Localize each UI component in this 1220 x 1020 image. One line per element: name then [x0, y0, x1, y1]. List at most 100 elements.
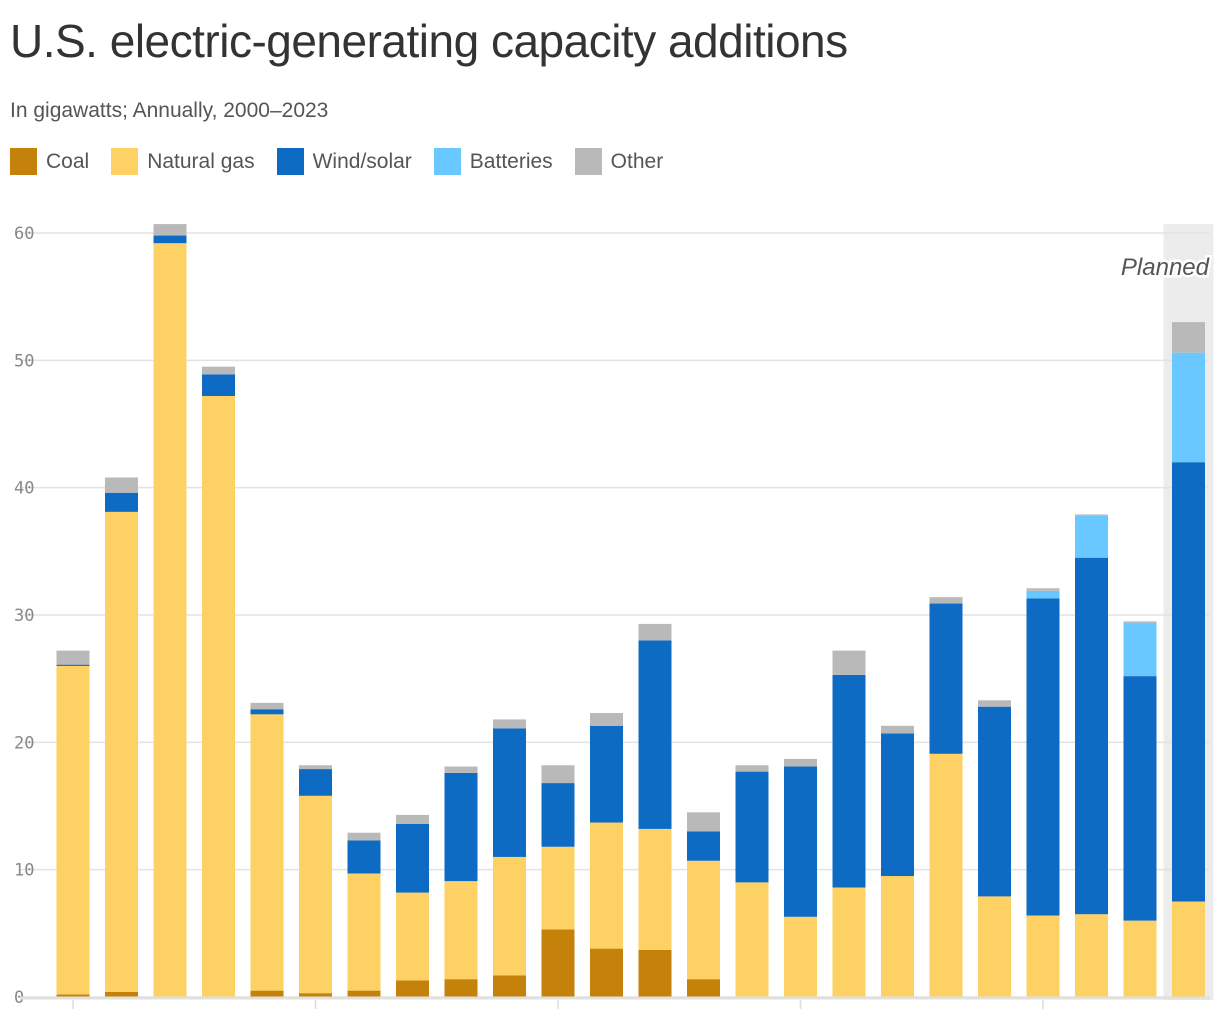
- bar-segment-natural-gas-2015: [784, 916, 817, 997]
- bar-segment-wind-solar-2005: [299, 769, 332, 796]
- bar-segment-other-2003: [202, 366, 235, 375]
- bar-segment-other-2009: [493, 719, 526, 729]
- y-tick-label: 20: [14, 733, 34, 753]
- y-tick-label: 10: [14, 861, 34, 881]
- bar-segment-wind-solar-2015: [784, 766, 817, 917]
- bar-segment-wind-solar-2010: [541, 783, 575, 847]
- bar-segment-batteries-2022: [1123, 622, 1157, 677]
- bar-segment-natural-gas-2023: [1172, 901, 1205, 997]
- bar-segment-natural-gas-2009: [493, 856, 526, 976]
- bar-segment-wind-solar-2011: [590, 725, 623, 823]
- bar-segment-natural-gas-2013: [687, 860, 720, 980]
- bar-segment-wind-solar-2016: [832, 674, 866, 888]
- legend-item: Natural gas: [111, 148, 255, 175]
- bar-segment-other-2006: [347, 832, 381, 841]
- bar-segment-natural-gas-2001: [105, 511, 138, 992]
- bar-segment-natural-gas-2020: [1026, 915, 1060, 997]
- legend-label: Other: [610, 149, 664, 173]
- bar-segment-wind-solar-2007: [396, 823, 429, 893]
- chart-title: U.S. electric-generating capacity additi…: [10, 15, 848, 67]
- bar-segment-natural-gas-2003: [202, 395, 235, 997]
- legend-item: Wind/solar: [276, 148, 412, 175]
- bar-segment-other-2004: [250, 702, 284, 710]
- bar-segment-coal-2009: [493, 975, 526, 997]
- bar-segment-coal-2011: [590, 948, 623, 997]
- bar-segment-wind-solar-2012: [638, 640, 672, 829]
- y-tick-label: 50: [14, 351, 34, 371]
- bar-segment-wind-solar-2004: [250, 709, 284, 715]
- bar-segment-other-2000: [56, 650, 90, 665]
- bar-segment-wind-solar-2001: [105, 492, 138, 512]
- bar-segment-coal-2008: [444, 979, 478, 997]
- bar-segment-other-2017: [881, 725, 914, 734]
- bar-segment-wind-solar-2000: [56, 664, 90, 666]
- legend-item: Batteries: [433, 148, 553, 175]
- bar-segment-other-2010: [541, 765, 575, 784]
- bar-segment-other-2005: [299, 765, 332, 770]
- bar-segment-other-2021: [1075, 514, 1108, 516]
- legend-swatch: [276, 148, 304, 175]
- legend-label: Wind/solar: [312, 149, 412, 173]
- bar-segment-wind-solar-2013: [687, 831, 720, 861]
- bar-segment-coal-2013: [687, 979, 720, 997]
- bar-segment-wind-solar-2019: [978, 706, 1011, 897]
- bar-segment-coal-2004: [250, 990, 284, 997]
- bar-segment-wind-solar-2020: [1026, 598, 1060, 916]
- y-tick-label: 40: [14, 479, 34, 499]
- bar-segment-natural-gas-2022: [1123, 920, 1157, 997]
- bar-segment-coal-2007: [396, 980, 429, 997]
- bar-segment-batteries-2020: [1026, 590, 1060, 599]
- legend-label: Batteries: [469, 149, 553, 173]
- bar-segment-natural-gas-2002: [153, 243, 187, 998]
- bar-segment-coal-2006: [347, 990, 381, 997]
- bar-segment-wind-solar-2006: [347, 840, 381, 874]
- bar-segment-other-2007: [396, 814, 429, 824]
- bar-segment-batteries-2023: [1172, 352, 1205, 463]
- bar-segment-natural-gas-2000: [56, 665, 90, 995]
- legend: Coal Natural gas Wind/solar Batteries Other: [10, 148, 685, 175]
- planned-annotation: Planned: [1121, 254, 1210, 281]
- bar-segment-coal-2000: [56, 994, 90, 997]
- legend-item: Coal: [10, 148, 89, 175]
- bar-segment-coal-2010: [541, 929, 575, 997]
- bar-segment-other-2015: [784, 758, 817, 767]
- bar-segment-natural-gas-2012: [638, 828, 672, 950]
- bar-segment-wind-solar-2009: [493, 728, 526, 857]
- bar-segment-natural-gas-2010: [541, 846, 575, 930]
- legend-label: Natural gas: [147, 149, 255, 173]
- legend-label: Coal: [46, 149, 90, 173]
- bar-segment-other-2022: [1123, 621, 1157, 623]
- bar-segment-other-2016: [832, 650, 866, 675]
- legend-swatch: [574, 148, 602, 175]
- bar-segment-wind-solar-2014: [735, 771, 769, 883]
- bar-segment-natural-gas-2016: [832, 887, 866, 997]
- bar-segment-other-2012: [638, 623, 672, 641]
- bar-segment-wind-solar-2021: [1075, 557, 1108, 915]
- bar-segment-natural-gas-2007: [396, 892, 429, 981]
- y-tick-label: 0: [14, 988, 24, 1008]
- legend-swatch: [111, 148, 139, 175]
- bar-segment-coal-2012: [638, 949, 672, 997]
- bar-segment-wind-solar-2018: [929, 603, 963, 754]
- bar-segment-batteries-2021: [1075, 515, 1108, 558]
- bar-segment-wind-solar-2023: [1172, 462, 1205, 902]
- y-tick-label: 60: [14, 224, 34, 244]
- legend-item: Other: [574, 148, 664, 175]
- bar-segment-wind-solar-2017: [881, 733, 914, 877]
- bar-segment-wind-solar-2003: [202, 374, 235, 396]
- bar-segment-other-2001: [105, 477, 138, 493]
- bar-segment-other-2013: [687, 812, 720, 832]
- chart-subtitle: In gigawatts; Annually, 2000–2023: [10, 99, 329, 122]
- bar-segment-natural-gas-2005: [299, 795, 332, 994]
- y-tick-label: 30: [14, 606, 34, 626]
- bar-segment-natural-gas-2021: [1075, 914, 1108, 997]
- legend-swatch: [433, 148, 461, 175]
- bar-segment-natural-gas-2008: [444, 881, 478, 980]
- bar-segment-wind-solar-2008: [444, 772, 478, 882]
- bar-segment-natural-gas-2019: [978, 896, 1011, 997]
- legend-swatch: [10, 148, 37, 175]
- bar-segment-wind-solar-2022: [1123, 676, 1157, 921]
- bar-segment-coal-2001: [105, 991, 138, 997]
- bar-segment-other-2008: [444, 766, 478, 773]
